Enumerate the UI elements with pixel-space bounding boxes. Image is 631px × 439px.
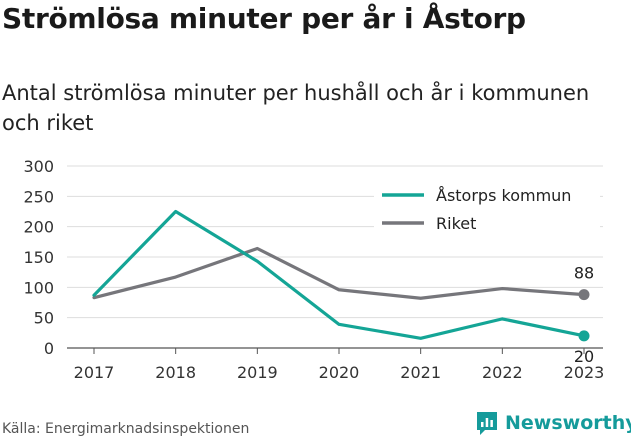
x-tick-label: 2022: [482, 363, 523, 382]
x-tick-label: 2018: [155, 363, 196, 382]
legend-background: [374, 178, 600, 242]
series-lines: 88 20: [92, 209, 594, 366]
data-label-astorp: 20: [574, 347, 594, 366]
x-tick-label: 2017: [74, 363, 115, 382]
newsworthy-logo-icon: [477, 412, 497, 435]
page-title: Strömlösa minuter per år i Åstorp: [2, 2, 526, 35]
legend: Åstorps kommun Riket: [374, 178, 600, 242]
y-tick-label: 300: [23, 157, 54, 176]
x-tick-label: 2020: [319, 363, 360, 382]
y-tick-label: 250: [23, 187, 54, 206]
brand-name: Newsworthy: [505, 412, 631, 434]
series-line-riket: [92, 246, 586, 300]
source-note: Källa: Energimarknadsinspektionen: [2, 421, 250, 437]
y-tick-label: 0: [44, 339, 54, 358]
brand-logo: Newsworthy: [475, 407, 631, 439]
y-tick-label: 50: [34, 309, 54, 328]
data-label-riket: 88: [574, 264, 594, 283]
y-tick-label: 100: [23, 278, 54, 297]
x-tick-label: 2023: [564, 363, 605, 382]
y-axis: 0 50 100 150 200 250 300: [23, 157, 54, 358]
y-tick-label: 200: [23, 218, 54, 237]
chart-subtitle: Antal strömlösa minuter per hushåll och …: [2, 81, 590, 135]
series-line-astorp: [92, 209, 586, 340]
y-tick-label: 150: [23, 248, 54, 267]
x-axis: 2017 2018 2019 2020 2021 2022 2023: [74, 348, 605, 382]
x-tick-label: 2021: [400, 363, 441, 382]
legend-label: Åstorps kommun: [436, 186, 571, 205]
end-point-astorp: [578, 330, 590, 342]
x-tick-label: 2019: [237, 363, 278, 382]
end-point-riket: [578, 289, 590, 301]
legend-label: Riket: [436, 214, 476, 233]
